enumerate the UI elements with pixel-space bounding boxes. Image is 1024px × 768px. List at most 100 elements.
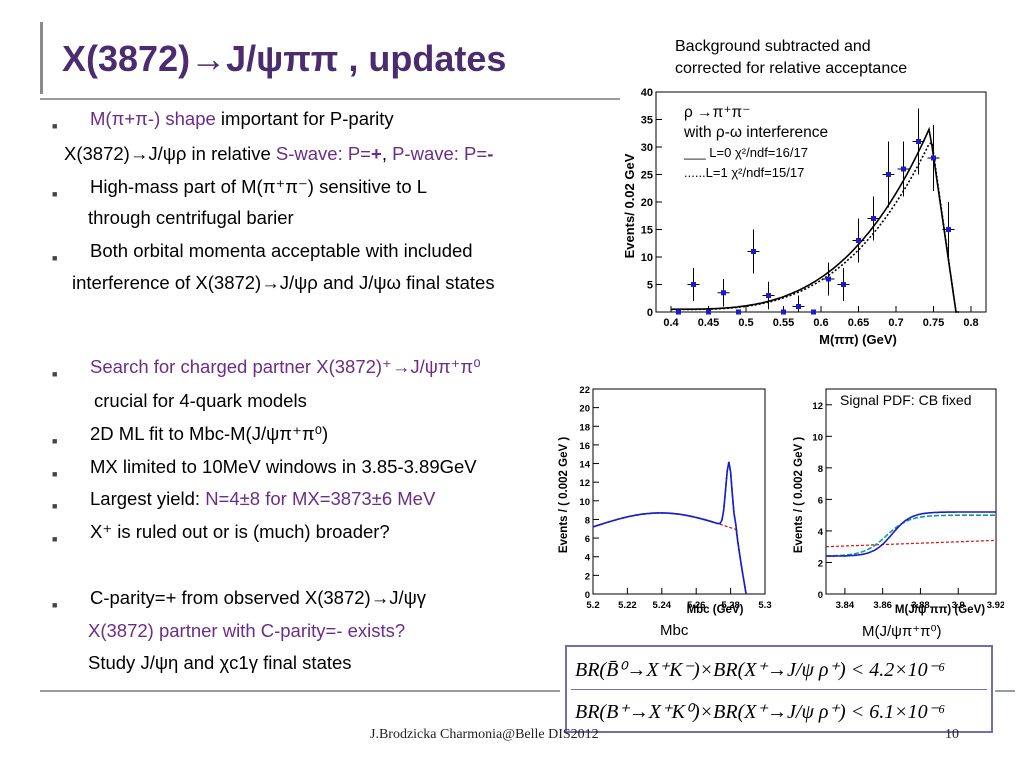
mpipi-point [931, 155, 936, 161]
bullet-marker: ■ [52, 369, 58, 379]
mbc-ytick-label: 20 [579, 404, 590, 415]
legend-interference: with ρ-ω interference [684, 124, 829, 141]
mpipi-point [736, 309, 741, 315]
mpipi-ticks: 0.4 0.45 0.5 0.55 0.6 0.65 0.7 0.75 0.8 0 5 10 15 20 2… [641, 87, 979, 329]
mjpsi-ytick-label: 4 [818, 527, 824, 538]
bullet-1-text: important for P-parity [215, 108, 394, 129]
title-accent-bar [40, 22, 43, 94]
bullet-marker: ■ [52, 600, 58, 610]
mjpsi-total-curve [825, 514, 996, 557]
mpipi-point [676, 309, 681, 315]
bullet-6-text: MX limited to 10MeV windows in 3.85-3.89… [90, 456, 477, 477]
mbc-caption: Mbc [660, 622, 689, 639]
mjpsi-plot-frame [825, 388, 997, 595]
bullet-9-line3: Study J/ψη and χc1γ final states [88, 652, 352, 673]
mbc-ytick-label: 0 [585, 590, 590, 601]
mjpsi-ytick-label: 8 [818, 464, 823, 475]
mjpsi-ytick-label: 6 [818, 495, 823, 506]
mpipi-xtick-label: 0.6 [813, 317, 828, 329]
mbc-ytick-label: 8 [585, 515, 590, 526]
mpipi-xtick-label: 0.45 [698, 317, 719, 329]
mpipi-point [796, 304, 801, 309]
bullet-3-line2: interference of X(3872)→J/ψρ and J/ψω fi… [72, 272, 495, 293]
mbc-ytick-label: 10 [579, 497, 590, 508]
top-note: Background subtracted and corrected for … [675, 36, 1015, 80]
mpipi-ylabel: Events/ 0.02 GeV [622, 153, 637, 258]
mpipi-xtick-label: 0.7 [888, 317, 903, 329]
mpipi-xtick-label: 0.75 [923, 317, 944, 329]
mpipi-point [811, 309, 816, 315]
footer-separator-right [995, 690, 1015, 692]
bullet-9-line2: X(3872) partner with C-parity=- exists? [88, 620, 406, 641]
mpipi-point [946, 227, 951, 232]
bullet-marker: ■ [52, 469, 58, 479]
mpipi-point [841, 282, 846, 287]
mbc-ytick-label: 14 [579, 460, 590, 471]
mbc-xtick-label: 5.28 [721, 600, 740, 611]
mpipi-fit-l1 [671, 141, 959, 313]
bullet-5-text: 2D ML fit to Mbc-M(J/ψπ⁺π⁰) [90, 423, 329, 444]
bullet-4: ■ Search for charged partner X(3872)⁺→J/… [52, 356, 481, 379]
branching-ratio-box: BR(B̄⁰→X⁺K⁻)×BR(X⁺→J/ψ ρ⁺) < 4.2×10⁻⁶ BR… [565, 645, 993, 733]
mbc-ytick-label: 6 [585, 534, 590, 545]
mpipi-ytick-label: 10 [641, 252, 653, 264]
bullet-8: ■ X⁺ is ruled out or is (much) broader? [52, 521, 390, 544]
slide-title: X(3872)→J/ψππ , updates [62, 38, 507, 79]
mbc-plot-frame [592, 388, 766, 595]
bullet-1-line2-pre: X(3872)→J/ψρ in relative [64, 143, 276, 164]
mpipi-point [856, 238, 861, 243]
legend-l0: ___ L=0 χ²/ndf=16/17 [684, 145, 808, 160]
bullet-7: ■ Largest yield: N=4±8 for MX=3873±6 MeV [52, 488, 435, 511]
mpipi-point [886, 172, 891, 177]
footer-separator-left [40, 690, 560, 692]
mpipi-xtick-label: 0.4 [663, 317, 679, 329]
mjpsi-caption: M(J/ψπ⁺π⁰) [862, 623, 942, 640]
s-wave-label: S-wave: P= [275, 143, 371, 164]
mbc-ytick-label: 2 [585, 571, 590, 582]
bullet-7-pre: Largest yield: [90, 488, 206, 509]
mbc-ytick-label: 12 [579, 478, 590, 489]
mjpsi-ticks: 3.84 3.86 3.88 3.9 3.92 0 2 4 6 8 10 12 [812, 401, 1004, 611]
mpipi-point [781, 309, 786, 315]
mpipi-plot-frame [655, 91, 987, 313]
bullet-marker: ■ [52, 436, 58, 446]
mjpsi-xlabel: M(J/ψ ππ) (GeV) [895, 604, 985, 616]
mbc-xlabel: Mbc (GeV) [687, 604, 744, 616]
mbc-ytick-label: 16 [579, 441, 590, 452]
mpipi-point [871, 216, 876, 221]
mjpsi-xtick-label: 3.9 [952, 600, 965, 611]
mpipi-point [826, 276, 831, 282]
mpipi-ytick-label: 25 [641, 170, 653, 182]
mjpsi-ytick-label: 10 [812, 432, 823, 443]
mpipi-points [672, 108, 955, 315]
bullet-8-text: X⁺ is ruled out or is (much) broader? [90, 521, 390, 542]
bullet-1-line2: X(3872)→J/ψρ in relative S-wave: P=+, P-… [64, 143, 493, 165]
top-note-line2: corrected for relative acceptance [675, 60, 908, 77]
signal-pdf-note: Signal PDF: CB fixed [838, 392, 974, 408]
bullet-marker: ■ [52, 501, 58, 511]
mpipi-xtick-label: 0.8 [963, 317, 978, 329]
bullet-9: ■ C-parity=+ from observed X(3872)→J/ψγ [52, 587, 426, 610]
mpipi-point [751, 249, 756, 254]
bullet-6: ■ MX limited to 10MeV windows in 3.85-3.… [52, 456, 477, 479]
mbc-signal-curve [592, 461, 747, 595]
mpipi-ytick-label: 35 [641, 115, 653, 127]
p-wave-sign: - [487, 143, 494, 164]
mjpsi-xtick-label: 3.88 [911, 600, 930, 611]
legend-l1: ......L=1 χ²/ndf=15/17 [684, 165, 805, 180]
mbc-ylabel: Events / ( 0.002 GeV ) [558, 437, 570, 554]
top-note-line1: Background subtracted and [675, 38, 871, 55]
mpipi-point [916, 139, 921, 144]
bullet-marker: ■ [52, 121, 58, 131]
mpipi-xlabel: M(ππ) (GeV) [819, 332, 897, 347]
p-wave-label: P-wave: P= [392, 143, 488, 164]
mjpsi-xtick-label: 3.86 [873, 600, 892, 611]
mbc-ytick-label: 18 [579, 422, 590, 433]
mjpsi-xtick-label: 3.92 [987, 600, 1004, 611]
mjpsi-ylabel: Events / ( 0.002 GeV ) [793, 437, 805, 554]
bullet-marker: ■ [52, 253, 58, 263]
bullet-2-text: High-mass part of M(π⁺π⁻) sensitive to L [90, 176, 428, 197]
separator-comma: , [381, 143, 393, 164]
title-separator [40, 98, 620, 100]
bullet-2: ■ High-mass part of M(π⁺π⁻) sensitive to… [52, 176, 428, 199]
